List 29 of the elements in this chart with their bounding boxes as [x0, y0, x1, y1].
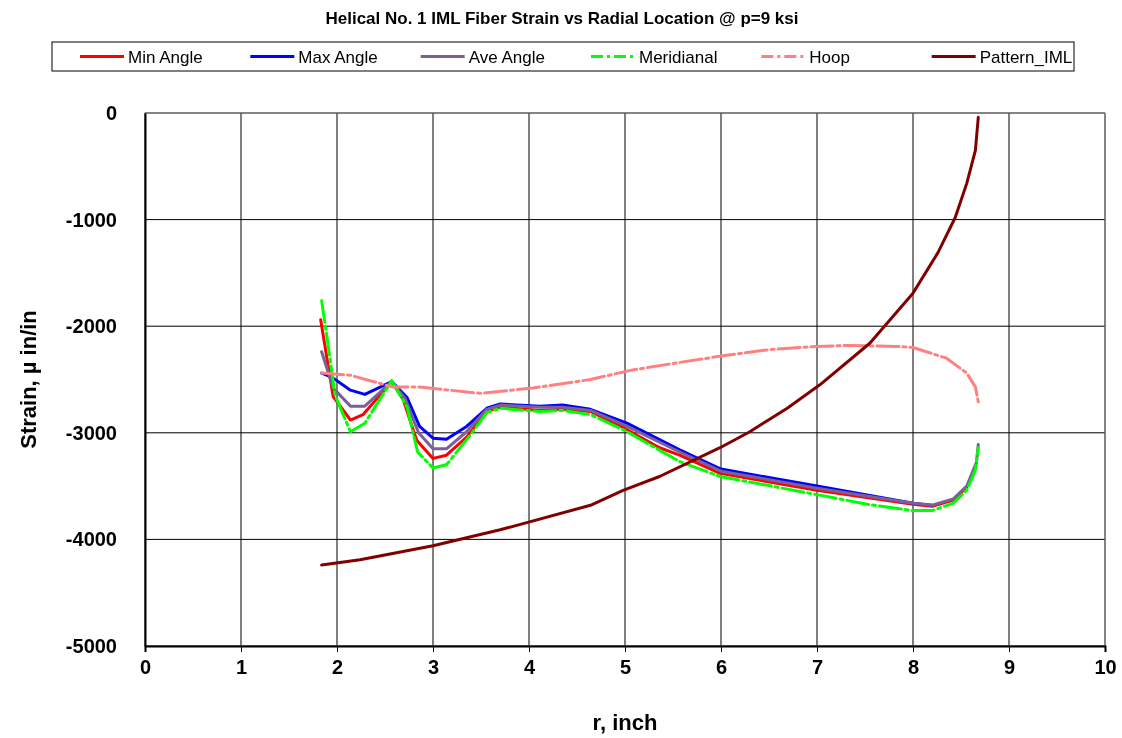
x-tick-label: 7 — [811, 656, 824, 679]
x-tick-label: 5 — [619, 656, 632, 679]
legend-label: Meridianal — [639, 48, 718, 67]
legend-label: Ave Angle — [468, 48, 545, 67]
x-tick-label: 1 — [235, 656, 248, 679]
legend-label: Max Angle — [298, 48, 378, 67]
line-series — [320, 115, 980, 567]
y-tick-label: 0 — [105, 101, 117, 124]
y-tick-label: -1000 — [65, 208, 117, 231]
x-tick-label: 6 — [715, 656, 728, 679]
line-series — [320, 350, 980, 507]
x-axis-title: r, inch — [592, 710, 658, 735]
x-tick-label: 2 — [331, 656, 344, 679]
legend-label: Hoop — [809, 48, 850, 67]
x-tick-label: 0 — [139, 656, 152, 679]
y-tick-label: -2000 — [65, 315, 117, 338]
x-tick-label: 4 — [523, 656, 536, 679]
x-tick-label: 8 — [907, 656, 920, 679]
y-tick-label: -5000 — [65, 634, 117, 657]
y-tick-label: -3000 — [65, 421, 117, 444]
x-tick-label: 9 — [1003, 656, 1016, 679]
y-tick-label: -4000 — [65, 528, 117, 551]
chart-title: Helical No. 1 IML Fiber Strain vs Radial Location @ p=9 ksi — [325, 9, 799, 28]
legend-label: Pattern_IML — [979, 48, 1073, 67]
y-axis-title: Strain, µ in/in — [16, 310, 41, 449]
x-tick-label: 3 — [427, 656, 440, 679]
x-tick-label: 10 — [1094, 656, 1117, 679]
line-series — [320, 343, 980, 404]
legend-label: Min Angle — [128, 48, 203, 67]
